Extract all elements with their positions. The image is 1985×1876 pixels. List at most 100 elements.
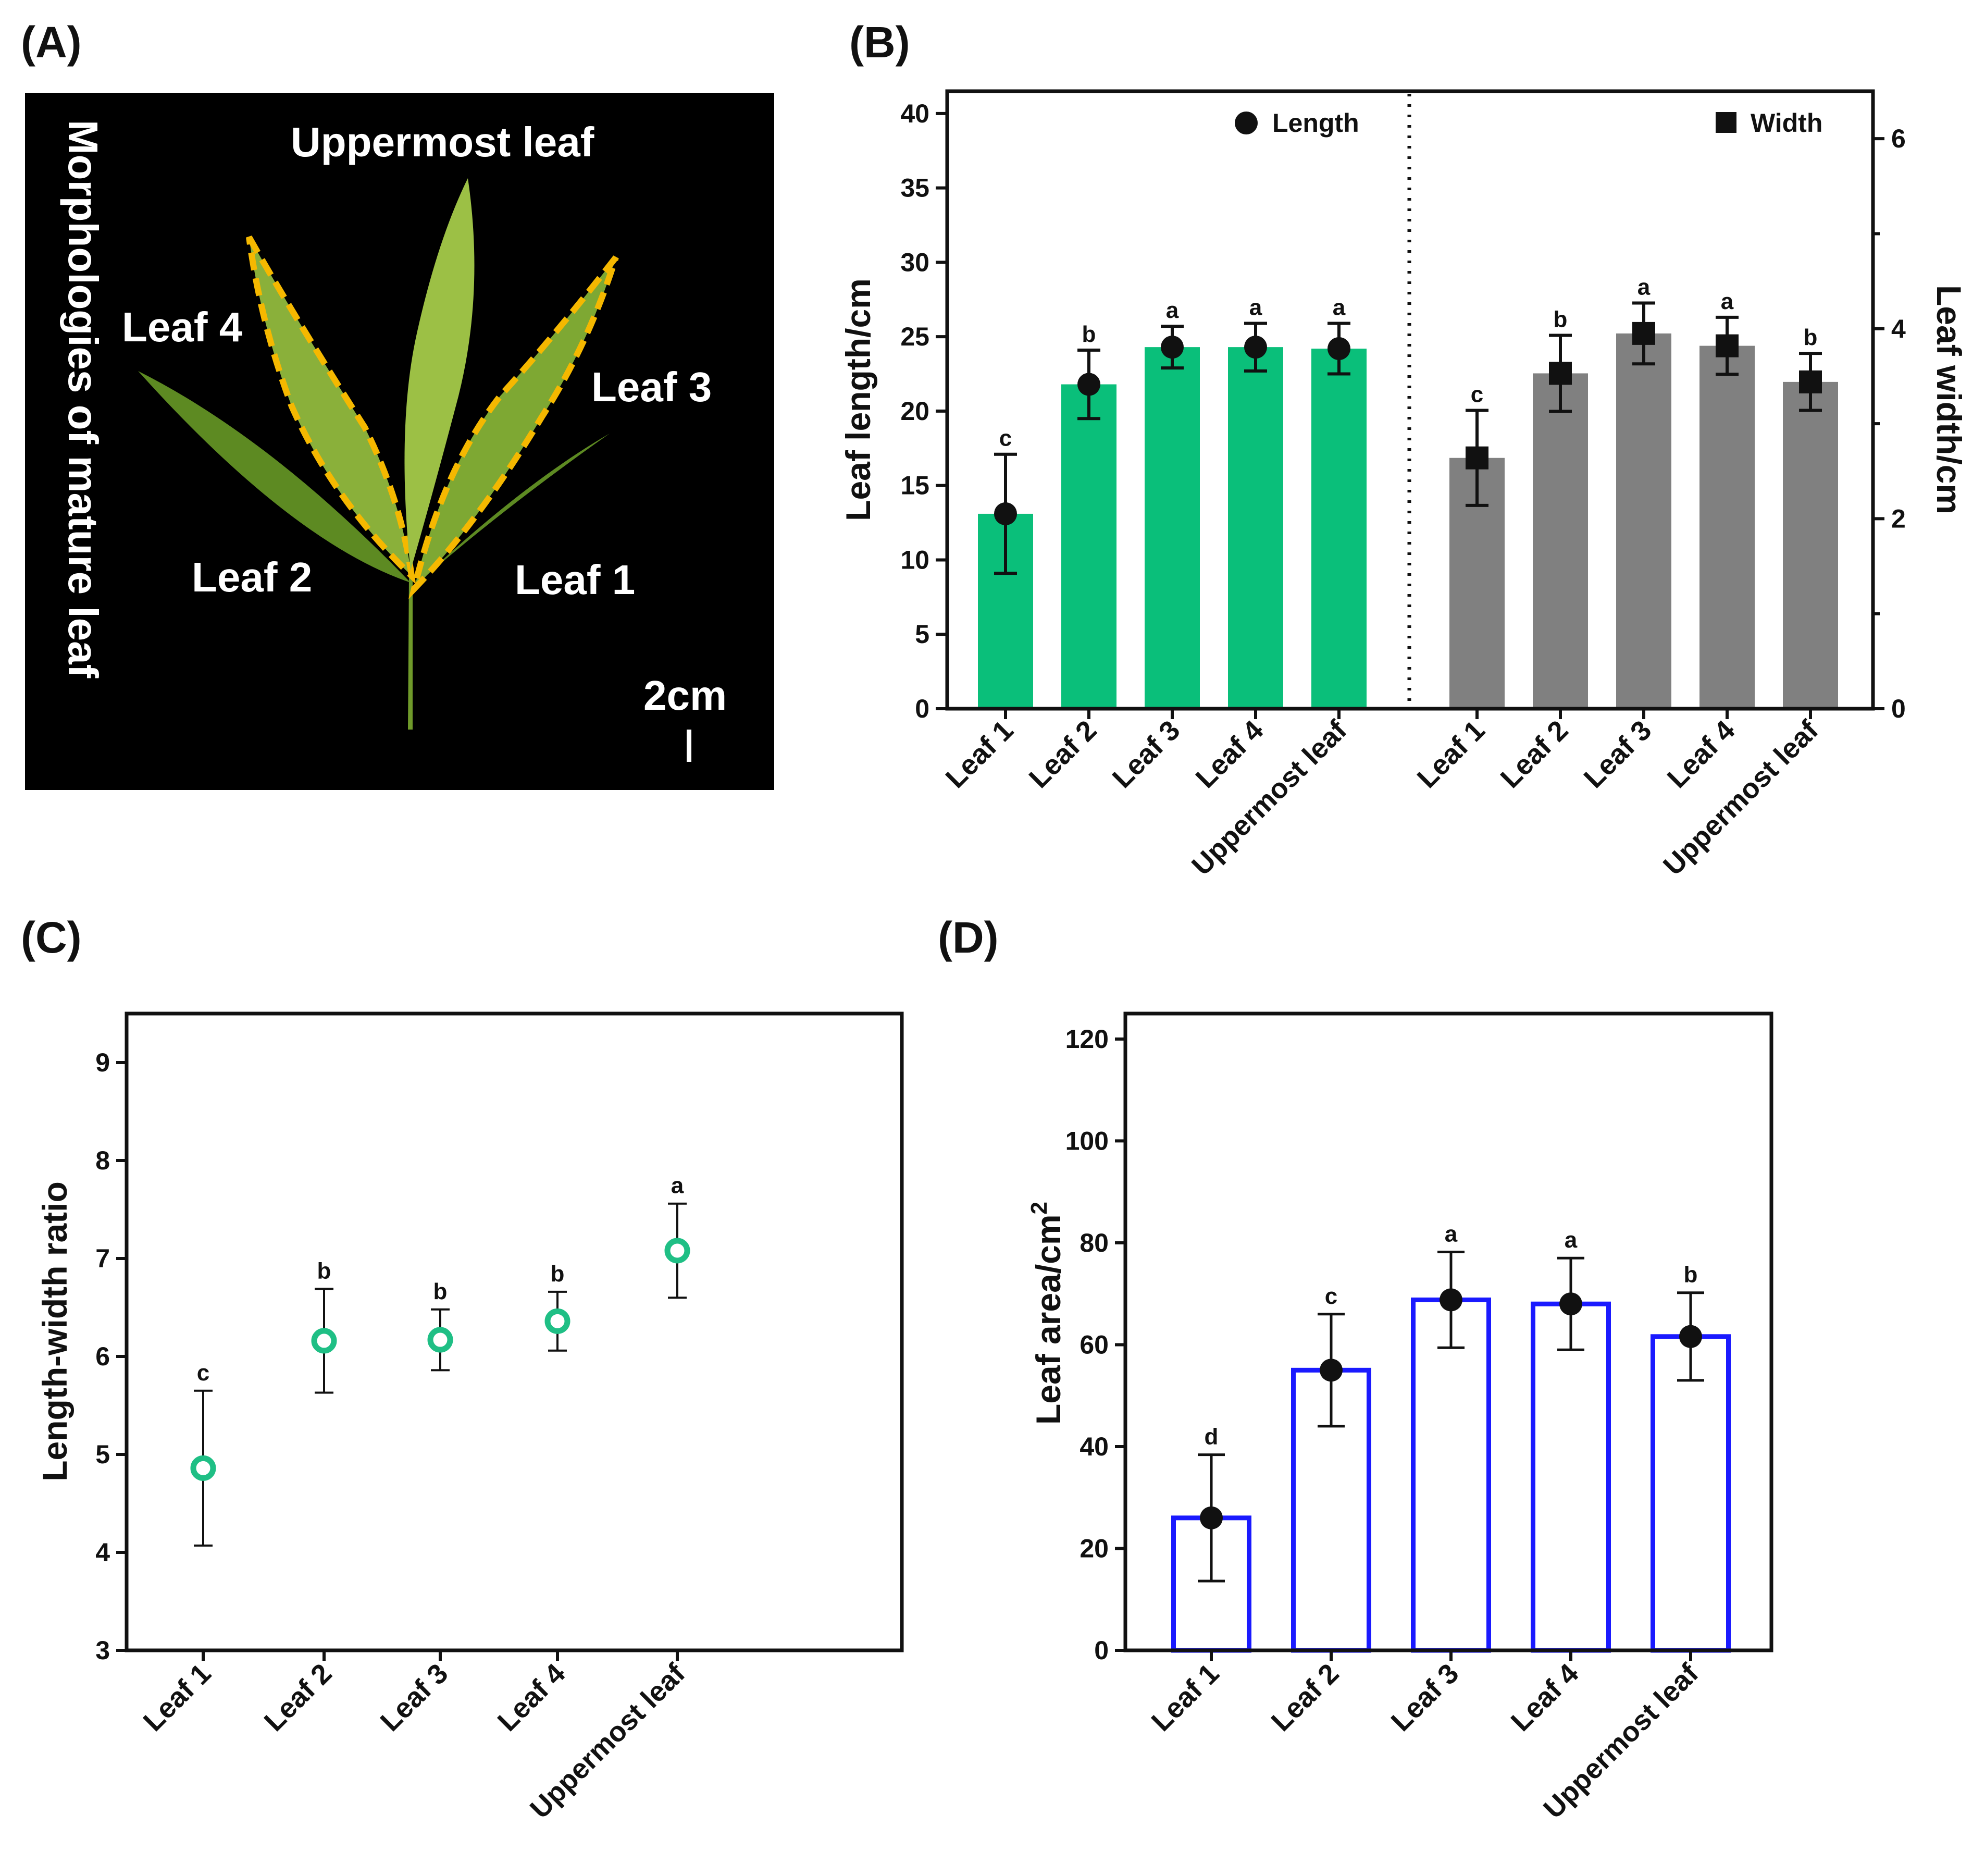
y-tick-label-left: 20 <box>900 397 929 426</box>
legend-width-label: Width <box>1751 108 1822 138</box>
length-category-label: Uppermost leaf <box>1186 714 1353 881</box>
y-tick-label: 7 <box>95 1244 110 1273</box>
length-sig-letter: a <box>1166 298 1179 323</box>
legend-length-label: Length <box>1272 108 1359 138</box>
width-sig-letter: c <box>1471 382 1483 408</box>
length-sig-letter: a <box>1333 294 1346 320</box>
ratio-point <box>664 1238 690 1264</box>
area-point <box>1679 1325 1702 1348</box>
area-sig-letter: c <box>1325 1283 1337 1309</box>
leaf-shape <box>138 371 411 583</box>
y-tick-label: 120 <box>1065 1025 1109 1054</box>
ratio-sig-letter: b <box>317 1258 331 1283</box>
area-category-label: Leaf 3 <box>1385 1658 1465 1737</box>
width-bar <box>1699 345 1755 709</box>
panel-c-y-title: Length-width ratio <box>35 1181 74 1482</box>
leaf-photo <box>138 178 619 730</box>
panel-b-y-right-title: Leaf width/cm <box>1930 285 1968 514</box>
y-tick-label-left: 10 <box>900 545 929 574</box>
leaf-4-shape <box>246 236 416 585</box>
y-tick-label-right: 4 <box>1891 314 1906 343</box>
area-category-label: Leaf 2 <box>1266 1658 1345 1737</box>
leaf-stem <box>408 576 413 730</box>
y-tick-label: 5 <box>95 1440 110 1469</box>
panel-d-y-title-text: Leaf area/cm <box>1029 1214 1068 1425</box>
area-point <box>1559 1292 1582 1316</box>
width-category-label: Leaf 1 <box>1411 714 1491 794</box>
panel-b-y-title: Leaf length/cm <box>839 278 877 521</box>
ratio-sig-letter: a <box>671 1173 684 1199</box>
y-tick-label-left: 15 <box>900 471 929 500</box>
area-category-label: Leaf 1 <box>1146 1658 1225 1737</box>
width-category-label: Leaf 2 <box>1495 714 1574 794</box>
y-tick-label-right: 6 <box>1891 124 1906 153</box>
length-bar <box>1061 384 1116 709</box>
panel-b: (B) 0 5 10 15 20 25 30 35 40 0 2 4 6 c Leaf 1 c Leaf 1 b L… <box>839 18 1968 881</box>
area-bar <box>1531 1301 1611 1653</box>
width-bar <box>1616 333 1671 709</box>
width-sig-letter: b <box>1554 307 1568 332</box>
ratio-category-label: Leaf 3 <box>375 1658 454 1737</box>
panel-b-frame <box>945 89 1875 711</box>
length-category-label: Leaf 2 <box>1023 714 1103 794</box>
y-tick-label: 60 <box>1080 1330 1109 1359</box>
ratio-sig-letter: b <box>551 1261 565 1287</box>
length-point <box>994 502 1017 525</box>
photo-leaf-1-label: Leaf 1 <box>515 557 635 603</box>
panel-d-plot: 0 20 40 60 80 100 120 d Leaf 1 c Leaf 2 a Leaf 3 a Lea… <box>1065 1025 1731 1824</box>
area-sig-letter: d <box>1205 1424 1219 1450</box>
width-category-label: Uppermost leaf <box>1657 714 1825 881</box>
length-sig-letter: a <box>1249 294 1262 320</box>
area-sig-letter: a <box>1445 1221 1458 1247</box>
y-tick-label: 6 <box>95 1342 110 1371</box>
y-tick-label: 40 <box>1080 1432 1109 1461</box>
y-tick-label-left: 0 <box>915 694 929 723</box>
width-point <box>1632 322 1655 345</box>
y-tick-label: 0 <box>1094 1636 1109 1665</box>
panel-c: (C) 3 4 5 6 7 8 9 c Leaf 1 b Leaf 2 b Leaf 3 b Leaf 4 a… <box>21 913 904 1824</box>
panel-c-label: (C) <box>21 913 82 962</box>
y-tick-label: 8 <box>95 1146 110 1175</box>
panel-c-frame <box>125 1011 904 1652</box>
length-point <box>1244 336 1267 359</box>
area-sig-letter: b <box>1684 1262 1698 1288</box>
legend-length-marker <box>1235 112 1258 134</box>
length-point <box>1077 373 1100 396</box>
area-point <box>1320 1359 1343 1382</box>
ratio-point <box>190 1455 216 1481</box>
y-tick-label: 100 <box>1065 1126 1109 1155</box>
ratio-category-label: Leaf 4 <box>492 1658 572 1737</box>
y-tick-label-right: 0 <box>1891 694 1906 723</box>
y-tick-label-left: 5 <box>915 620 929 649</box>
panel-b-plot: 0 5 10 15 20 25 30 35 40 0 2 4 6 c Leaf 1 c Leaf 1 b Leaf … <box>900 99 1906 882</box>
uppermost-leaf-shape <box>404 178 475 571</box>
length-bar <box>1228 347 1283 709</box>
area-bar <box>1411 1297 1491 1653</box>
ratio-point <box>427 1327 453 1353</box>
length-bar <box>1311 348 1367 709</box>
width-point <box>1466 446 1488 470</box>
length-sig-letter: c <box>999 426 1012 451</box>
panel-b-label: (B) <box>849 18 910 67</box>
width-point <box>1549 362 1572 385</box>
ratio-sig-letter: b <box>433 1279 448 1304</box>
area-point <box>1440 1288 1462 1312</box>
width-category-label: Leaf 4 <box>1661 714 1741 794</box>
y-tick-label-left: 30 <box>900 248 929 277</box>
scale-bar <box>687 730 691 762</box>
panel-d-y-title-sup: 2 <box>1026 1202 1052 1214</box>
panel-d: (D) 0 20 40 60 80 100 120 d Leaf 1 c Leaf 2 a Leaf 3… <box>938 913 1773 1824</box>
length-category-label: Leaf 1 <box>940 714 1020 794</box>
y-tick-label-left: 25 <box>900 322 929 351</box>
y-tick-label-right: 2 <box>1891 504 1906 533</box>
length-bar <box>1145 347 1200 709</box>
leaf-3-shape <box>408 255 619 600</box>
photo-scale-label: 2cm <box>643 672 727 719</box>
panel-a-label: (A) <box>21 18 82 67</box>
ratio-sig-letter: c <box>197 1360 209 1386</box>
width-point <box>1799 370 1822 393</box>
width-sig-letter: a <box>1637 275 1651 300</box>
y-tick-label: 9 <box>95 1048 110 1077</box>
